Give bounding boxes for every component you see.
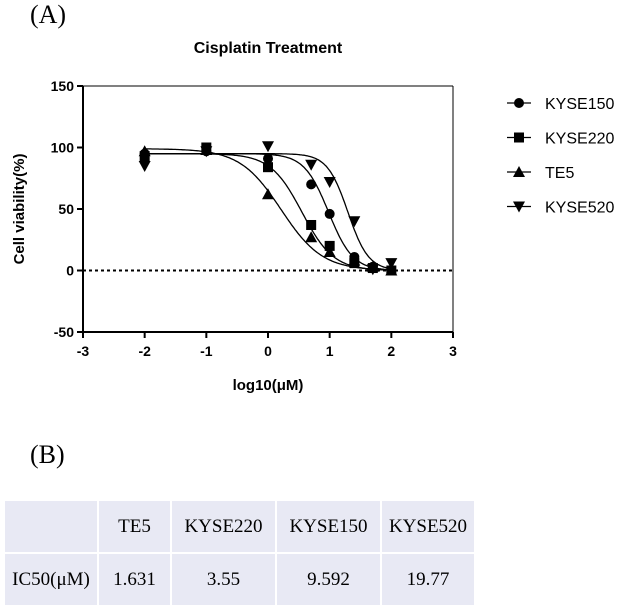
x-tick-label: 2 [387, 343, 395, 359]
table-header-cell [5, 501, 97, 552]
legend-label: TE5 [545, 165, 574, 182]
table-row: IC50(μM) 1.631 3.55 9.592 19.77 [5, 554, 474, 605]
data-point-kyse520 [138, 160, 151, 172]
data-point-kyse520 [200, 146, 213, 158]
panel-b-label: (B) [30, 440, 65, 469]
data-point-kyse150 [263, 153, 273, 164]
y-axis-label: Cell viability(%) [11, 154, 28, 265]
data-point-kyse220 [324, 240, 335, 251]
x-axis-label: log10(μM) [233, 377, 304, 394]
table-header-cell: KYSE520 [382, 501, 474, 552]
legend-marker-kyse520 [513, 201, 525, 213]
data-point-kyse220 [263, 162, 273, 173]
data-point-te5 [138, 145, 151, 157]
table-header-cell: KYSE150 [277, 501, 380, 552]
data-point-kyse520 [305, 159, 318, 171]
data-point-kyse520 [385, 258, 398, 270]
x-tick-label: 3 [449, 343, 457, 359]
x-tick-label: 1 [326, 343, 334, 359]
ic50-table: TE5 KYSE220 KYSE150 KYSE520 IC50(μM) 1.6… [3, 499, 476, 607]
y-tick-label: 150 [51, 78, 75, 94]
table-header-cell: KYSE220 [172, 501, 275, 552]
table-cell: 3.55 [172, 554, 275, 605]
data-point-kyse520 [366, 264, 379, 276]
table-cell: 9.592 [277, 554, 380, 605]
data-point-te5 [348, 254, 361, 266]
table-header-cell: TE5 [99, 501, 170, 552]
data-point-kyse150 [324, 208, 335, 219]
legend-label: KYSE220 [545, 131, 614, 148]
chart-title: Cisplatin Treatment [194, 40, 343, 57]
dose-response-chart: Cisplatin Treatment 150 100 50 0 -50-3 -2 -1 0 1 2… [11, 40, 614, 394]
y-tick-label: 0 [66, 263, 74, 279]
data-point-kyse520 [262, 141, 274, 153]
x-tick-label: -3 [77, 343, 90, 359]
x-tick-label: -1 [200, 343, 213, 359]
legend-marker-kyse220 [514, 132, 524, 143]
legend-label: KYSE520 [545, 200, 614, 217]
table-cell: 19.77 [382, 554, 474, 605]
data-point-kyse220 [306, 219, 317, 230]
panel-a-label: (A) [30, 0, 67, 29]
table-header-row: TE5 KYSE220 KYSE150 KYSE520 [5, 501, 474, 552]
legend-marker-kyse150 [514, 98, 524, 108]
data-point-kyse520 [323, 176, 336, 188]
data-point-kyse150 [306, 179, 317, 190]
y-tick-label: 100 [51, 140, 75, 156]
data-point-te5 [305, 231, 318, 243]
y-tick-label: 50 [58, 201, 74, 217]
legend-label: KYSE150 [545, 96, 614, 113]
y-tick-label: -50 [54, 324, 74, 340]
table-cell: 1.631 [99, 554, 170, 605]
table-cell: IC50(μM) [5, 554, 97, 605]
data-point-kyse520 [348, 216, 361, 228]
x-tick-label: 0 [264, 343, 272, 359]
legend-marker-te5 [513, 166, 525, 177]
data-point-te5 [323, 246, 336, 258]
data-point-te5 [385, 264, 398, 276]
x-tick-label: -2 [138, 343, 151, 359]
data-point-te5 [262, 188, 274, 200]
